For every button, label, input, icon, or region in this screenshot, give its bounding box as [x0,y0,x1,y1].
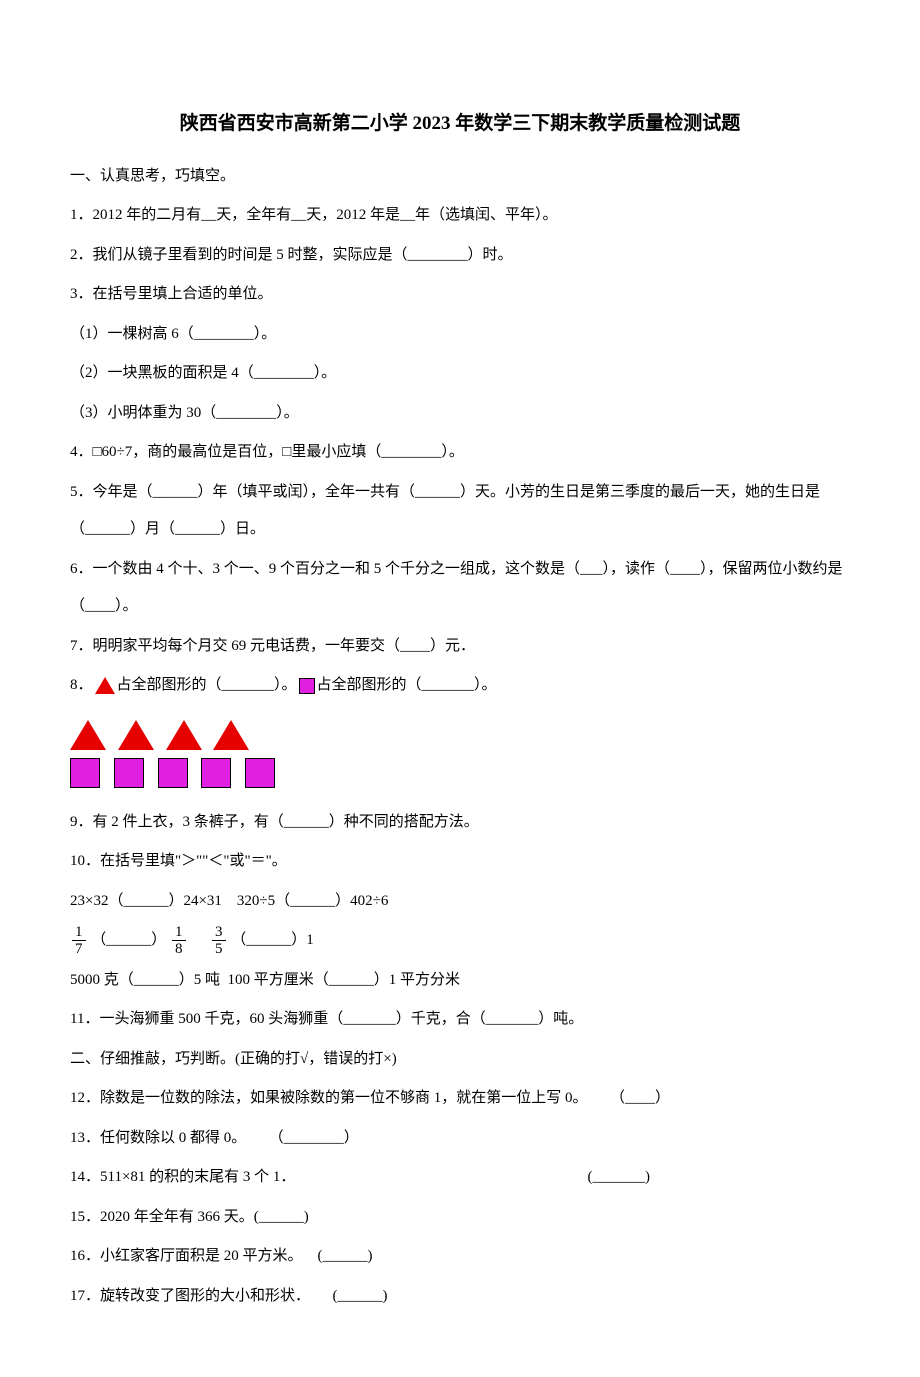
question-8-prefix: 8． [70,677,93,693]
triangle-shape [213,720,249,750]
triangle-shape [70,720,106,750]
fraction-numerator: 1 [172,924,186,942]
q10-l1-a: 23×32（______）24×31 [70,893,222,909]
question-14: 14．511×81 的积的末尾有 3 个 1． (_______) [70,1159,850,1197]
triangle-icon [95,677,115,694]
fraction-denominator: 8 [172,941,186,958]
question-8: 8． 占全部图形的（_______）。 占全部图形的（_______）。 [70,667,850,705]
fraction-1-8: 1 8 [172,924,186,958]
question-3: 3．在括号里填上合适的单位。 [70,276,850,314]
question-8-part-c: 占全部图形的（_______）。 [317,677,497,693]
q17-text: 17．旋转改变了图形的大小和形状． [70,1288,310,1304]
question-16: 16．小红家客厅面积是 20 平方米。 (______) [70,1238,850,1276]
question-8-part-b: 占全部图形的（_______）。 [117,677,297,693]
q12-text: 12．除数是一位数的除法，如果被除数的第一位不够商 1，就在第一位上写 0。 [70,1090,588,1106]
square-shape [158,758,188,788]
question-2: 2．我们从镜子里看到的时间是 5 时整，实际应是（________）时。 [70,237,850,275]
fraction-denominator: 5 [212,941,226,958]
section-1-header: 一、认真思考，巧填空。 [70,158,850,196]
question-4: 4．□60÷7，商的最高位是百位，□里最小应填（________）。 [70,434,850,472]
fraction-denominator: 7 [72,941,86,958]
question-1: 1．2012 年的二月有__天，全年有__天，2012 年是__年（选填闰、平年… [70,197,850,235]
section-2-header: 二、仔细推敲，巧判断。(正确的打√，错误的打×) [70,1041,850,1079]
question-5: 5．今年是（______）年（填平或闰），全年一共有（______）天。小芳的生… [70,474,850,549]
square-shape [201,758,231,788]
square-shape [114,758,144,788]
question-9: 9．有 2 件上衣，3 条裤子，有（______）种不同的搭配方法。 [70,804,850,842]
fraction-numerator: 1 [72,924,86,942]
question-11: 11．一头海狮重 500 千克，60 头海狮重（_______）千克，合（___… [70,1001,850,1039]
question-10-line3: 5000 克（______）5 吨 100 平方厘米（______）1 平方分米 [70,962,850,1000]
question-15: 15．2020 年全年有 366 天。(______) [70,1199,850,1237]
question-10-line1: 23×32（______）24×31 320÷5（______）402÷6 [70,883,850,921]
q12-paren: （____） [610,1090,670,1106]
q16-paren: (______) [318,1248,373,1264]
question-6: 6．一个数由 4 个十、3 个一、9 个百分之一和 5 个千分之一组成，这个数是… [70,551,850,626]
q14-text: 14．511×81 的积的末尾有 3 个 1． [70,1159,588,1197]
q13-paren: （________） [269,1130,359,1146]
q10-l3-b: 100 平方厘米（______）1 平方分米 [228,972,461,988]
question-10: 10．在括号里填"＞""＜"或"＝"。 [70,843,850,881]
q16-text: 16．小红家客厅面积是 20 平方米。 [70,1248,303,1264]
q10-l1-b: 320÷5（______）402÷6 [237,893,388,909]
fraction-3-5: 3 5 [212,924,226,958]
fraction-numerator: 3 [212,924,226,942]
question-7: 7．明明家平均每个月交 69 元电话费，一年要交（____）元． [70,628,850,666]
page-title: 陕西省西安市高新第二小学 2023 年数学三下期末教学质量检测试题 [70,100,850,148]
q10-l2-b: （______）1 [231,932,314,948]
square-icon [299,678,315,694]
question-3-2: （2）一块黑板的面积是 4（________）。 [70,355,850,393]
triangle-shape [166,720,202,750]
triangle-shape [118,720,154,750]
question-3-1: （1）一棵树高 6（________）。 [70,316,850,354]
square-shape [70,758,100,788]
shapes-squares-row [70,758,850,796]
q10-l3-a: 5000 克（______）5 吨 [70,972,220,988]
fraction-1-7: 1 7 [72,924,86,958]
shapes-triangles-row [70,713,850,751]
question-12: 12．除数是一位数的除法，如果被除数的第一位不够商 1，就在第一位上写 0。 （… [70,1080,850,1118]
question-3-3: （3）小明体重为 30（________）。 [70,395,850,433]
question-10-line2: 1 7 （______） 1 8 3 5 （______）1 [70,922,850,960]
q17-paren: (______) [333,1288,388,1304]
q10-l2-a: （______） [91,932,166,948]
q13-text: 13．任何数除以 0 都得 0。 [70,1130,246,1146]
q14-paren: (_______) [588,1159,651,1197]
question-17: 17．旋转改变了图形的大小和形状． (______) [70,1278,850,1316]
question-13: 13．任何数除以 0 都得 0。 （________） [70,1120,850,1158]
square-shape [245,758,275,788]
